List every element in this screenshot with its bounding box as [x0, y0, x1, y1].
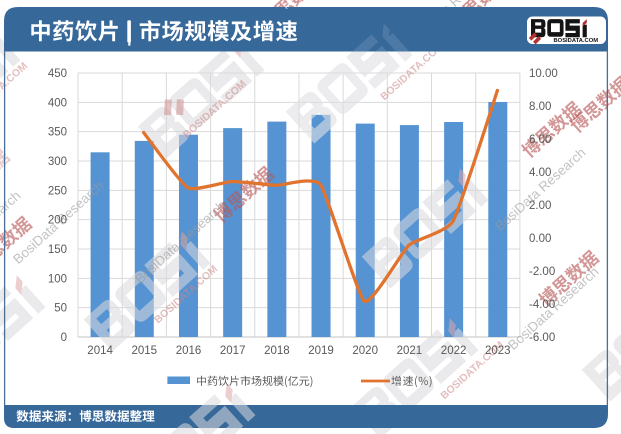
svg-text:100: 100 — [48, 273, 67, 285]
svg-text:-2.00: -2.00 — [529, 266, 555, 278]
svg-text:150: 150 — [48, 244, 67, 256]
svg-text:8.00: 8.00 — [529, 101, 551, 113]
svg-text:-6.00: -6.00 — [529, 332, 555, 344]
svg-text:400: 400 — [48, 97, 67, 109]
svg-text:2022: 2022 — [441, 345, 467, 357]
svg-text:2019: 2019 — [308, 345, 334, 357]
svg-text:300: 300 — [48, 156, 67, 168]
svg-text:350: 350 — [48, 127, 67, 139]
svg-text:0.00: 0.00 — [529, 233, 551, 245]
svg-text:4.00: 4.00 — [529, 167, 551, 179]
svg-text:2014: 2014 — [87, 345, 113, 357]
svg-text:50: 50 — [54, 303, 67, 315]
svg-text:6.00: 6.00 — [529, 134, 551, 146]
svg-text:2016: 2016 — [176, 345, 202, 357]
svg-text:2018: 2018 — [264, 345, 290, 357]
svg-text:2021: 2021 — [397, 345, 423, 357]
svg-text:-4.00: -4.00 — [529, 299, 555, 311]
svg-text:2020: 2020 — [352, 345, 378, 357]
svg-text:2023: 2023 — [485, 345, 511, 357]
svg-text:2017: 2017 — [220, 345, 246, 357]
svg-text:BOSIDATA.COM: BOSIDATA.COM — [554, 38, 599, 44]
svg-text:250: 250 — [48, 185, 67, 197]
svg-text:10.00: 10.00 — [529, 68, 558, 80]
svg-text:0: 0 — [61, 332, 67, 344]
svg-text:2015: 2015 — [132, 345, 158, 357]
svg-text:450: 450 — [48, 68, 67, 80]
svg-text:200: 200 — [48, 215, 67, 227]
svg-text:2.00: 2.00 — [529, 200, 551, 212]
